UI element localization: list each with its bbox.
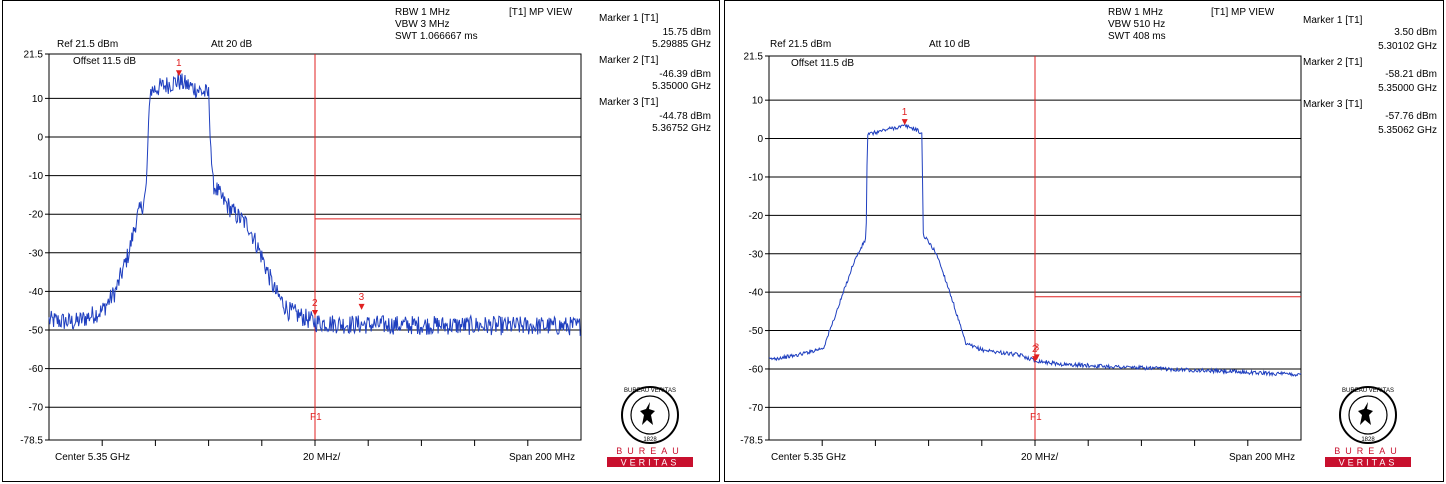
offset-label: Offset 11.5 dB [791, 58, 855, 69]
marker-triangle [312, 310, 318, 317]
marker-level: 3.50 dBm [1394, 27, 1437, 38]
seal-figure [640, 402, 655, 425]
marker-frequency: 5.30102 GHz [1378, 41, 1437, 52]
y-tick-label: -40 [749, 288, 764, 299]
marker-frequency: 5.36752 GHz [652, 123, 711, 134]
division-label: 20 MHz/ [1021, 452, 1059, 463]
marker-title: Marker 2 [T1] [599, 55, 659, 66]
marker-frequency: 5.35000 GHz [1378, 83, 1437, 94]
y-tick-label: -40 [29, 287, 44, 298]
marker-title: Marker 3 [T1] [599, 97, 659, 108]
vbw-label: VBW 3 MHz [395, 19, 450, 30]
brand-word-bottom: VERITAS [1339, 458, 1398, 468]
brand-top-band [607, 446, 693, 456]
center-frequency-label: Center 5.35 GHz [55, 452, 131, 463]
marker-triangle [358, 303, 365, 310]
y-tick-label: -60 [29, 364, 44, 375]
y-tick-label: -30 [29, 248, 44, 259]
attenuation-label: Att 20 dB [211, 39, 253, 50]
marker-triangle [901, 119, 908, 126]
marker-frequency: 5.35000 GHz [652, 81, 711, 92]
bureau-veritas-seal: BUREAU VERITAS 1828 BUREAU VERITAS [607, 386, 693, 468]
brand-word-top: BUREAU [1334, 446, 1402, 456]
y-tick-label: -70 [29, 403, 44, 414]
view-label: [T1] MP VIEW [1211, 7, 1275, 18]
marker-number-label: 2 [1032, 344, 1038, 355]
span-label: Span 200 MHz [509, 452, 576, 463]
seal-ring-text: BUREAU VERITAS [1342, 388, 1394, 394]
y-tick-label: 0 [37, 132, 43, 143]
seal-year: 1828 [643, 437, 657, 443]
analyzer-panel-2: 21.5 10 0 -10 -20 -30 -40 -50 -60 -70 -78.5 F1 1 2 3 R… [724, 0, 1444, 482]
seal-figure [1358, 402, 1373, 425]
seal-year: 1828 [1361, 437, 1375, 443]
marker-triangle [1033, 354, 1040, 361]
marker-number-label: 3 [359, 292, 365, 303]
marker-title: Marker 1 [T1] [1303, 15, 1363, 26]
marker-number-label: 1 [176, 58, 182, 69]
swt-label: SWT 1.066667 ms [395, 31, 478, 42]
brand-top-band [1325, 446, 1411, 456]
y-tick-label: 0 [757, 134, 763, 145]
marker-number-label: 2 [312, 298, 318, 309]
spectrum-trace [48, 72, 582, 337]
seal-inner-ring [1348, 395, 1388, 435]
marker-level: -46.39 dBm [659, 69, 711, 80]
marker-title: Marker 1 [T1] [599, 13, 659, 24]
y-tick-label: -10 [749, 172, 764, 183]
y-tick-label: -20 [749, 211, 764, 222]
rbw-label: RBW 1 MHz [395, 7, 450, 18]
marker-number-label: 3 [1034, 342, 1040, 353]
view-label: [T1] MP VIEW [509, 7, 573, 18]
ref-level-label: Ref 21.5 dBm [770, 39, 832, 50]
y-tick-label: 21.5 [24, 50, 44, 61]
span-label: Span 200 MHz [1229, 452, 1296, 463]
y-tick-label: -60 [749, 364, 764, 375]
center-frequency-label: Center 5.35 GHz [771, 452, 847, 463]
y-tick-label: 10 [32, 94, 44, 105]
marker-level: -44.78 dBm [659, 111, 711, 122]
bureau-veritas-seal: BUREAU VERITAS 1828 BUREAU VERITAS [1325, 386, 1411, 468]
y-tick-label: 21.5 [744, 52, 764, 63]
y-tick-label: -30 [749, 249, 764, 260]
marker-title: Marker 2 [T1] [1303, 57, 1363, 68]
marker-level: -58.21 dBm [1385, 69, 1437, 80]
marker-number-label: 1 [902, 107, 908, 118]
marker-triangle [175, 70, 182, 77]
bureau-veritas-logo: BUREAU VERITAS 1828 BUREAU VERITAS [607, 381, 693, 467]
y-tick-label: -78.5 [20, 436, 43, 447]
division-label: 20 MHz/ [303, 452, 341, 463]
seal-inner-ring [630, 395, 670, 435]
y-tick-label: 10 [752, 96, 764, 107]
brand-bottom-band [1325, 457, 1411, 467]
y-tick-label: -20 [29, 210, 44, 221]
brand-bottom-band [607, 457, 693, 467]
analyzer-panel-1: 21.5 10 0 -10 -20 -30 -40 -50 -60 -70 -78.5 F1 1 2 3 R… [2, 0, 720, 482]
frequency-line-label: F1 [310, 412, 322, 423]
seal-ring-text: BUREAU VERITAS [624, 388, 676, 394]
y-tick-label: -50 [29, 325, 44, 336]
brand-word-top: BUREAU [616, 446, 684, 456]
offset-label: Offset 11.5 dB [73, 56, 137, 67]
brand-word-bottom: VERITAS [621, 458, 680, 468]
y-tick-label: -78.5 [740, 436, 763, 447]
bureau-veritas-logo: BUREAU VERITAS 1828 BUREAU VERITAS [1325, 381, 1411, 467]
marker-level: -57.76 dBm [1385, 111, 1437, 122]
y-tick-label: -10 [29, 171, 44, 182]
attenuation-label: Att 10 dB [929, 39, 971, 50]
spectrum-plot-2: 21.5 10 0 -10 -20 -30 -40 -50 -60 -70 -78.5 F1 1 23 [740, 52, 1302, 447]
marker-frequency: 5.35062 GHz [1378, 125, 1437, 136]
vbw-label: VBW 510 Hz [1108, 19, 1166, 30]
spectrum-plot-1: 21.5 10 0 -10 -20 -30 -40 -50 -60 -70 -78.5 F1 1 2 3 [20, 50, 582, 447]
frequency-line-label: F1 [1030, 412, 1042, 423]
y-tick-label: -70 [749, 403, 764, 414]
y-tick-label: -50 [749, 326, 764, 337]
ref-level-label: Ref 21.5 dBm [57, 39, 119, 50]
marker-level: 15.75 dBm [662, 27, 711, 38]
marker-frequency: 5.29885 GHz [652, 39, 711, 50]
rbw-label: RBW 1 MHz [1108, 7, 1163, 18]
marker-title: Marker 3 [T1] [1303, 99, 1363, 110]
swt-label: SWT 408 ms [1108, 31, 1166, 42]
